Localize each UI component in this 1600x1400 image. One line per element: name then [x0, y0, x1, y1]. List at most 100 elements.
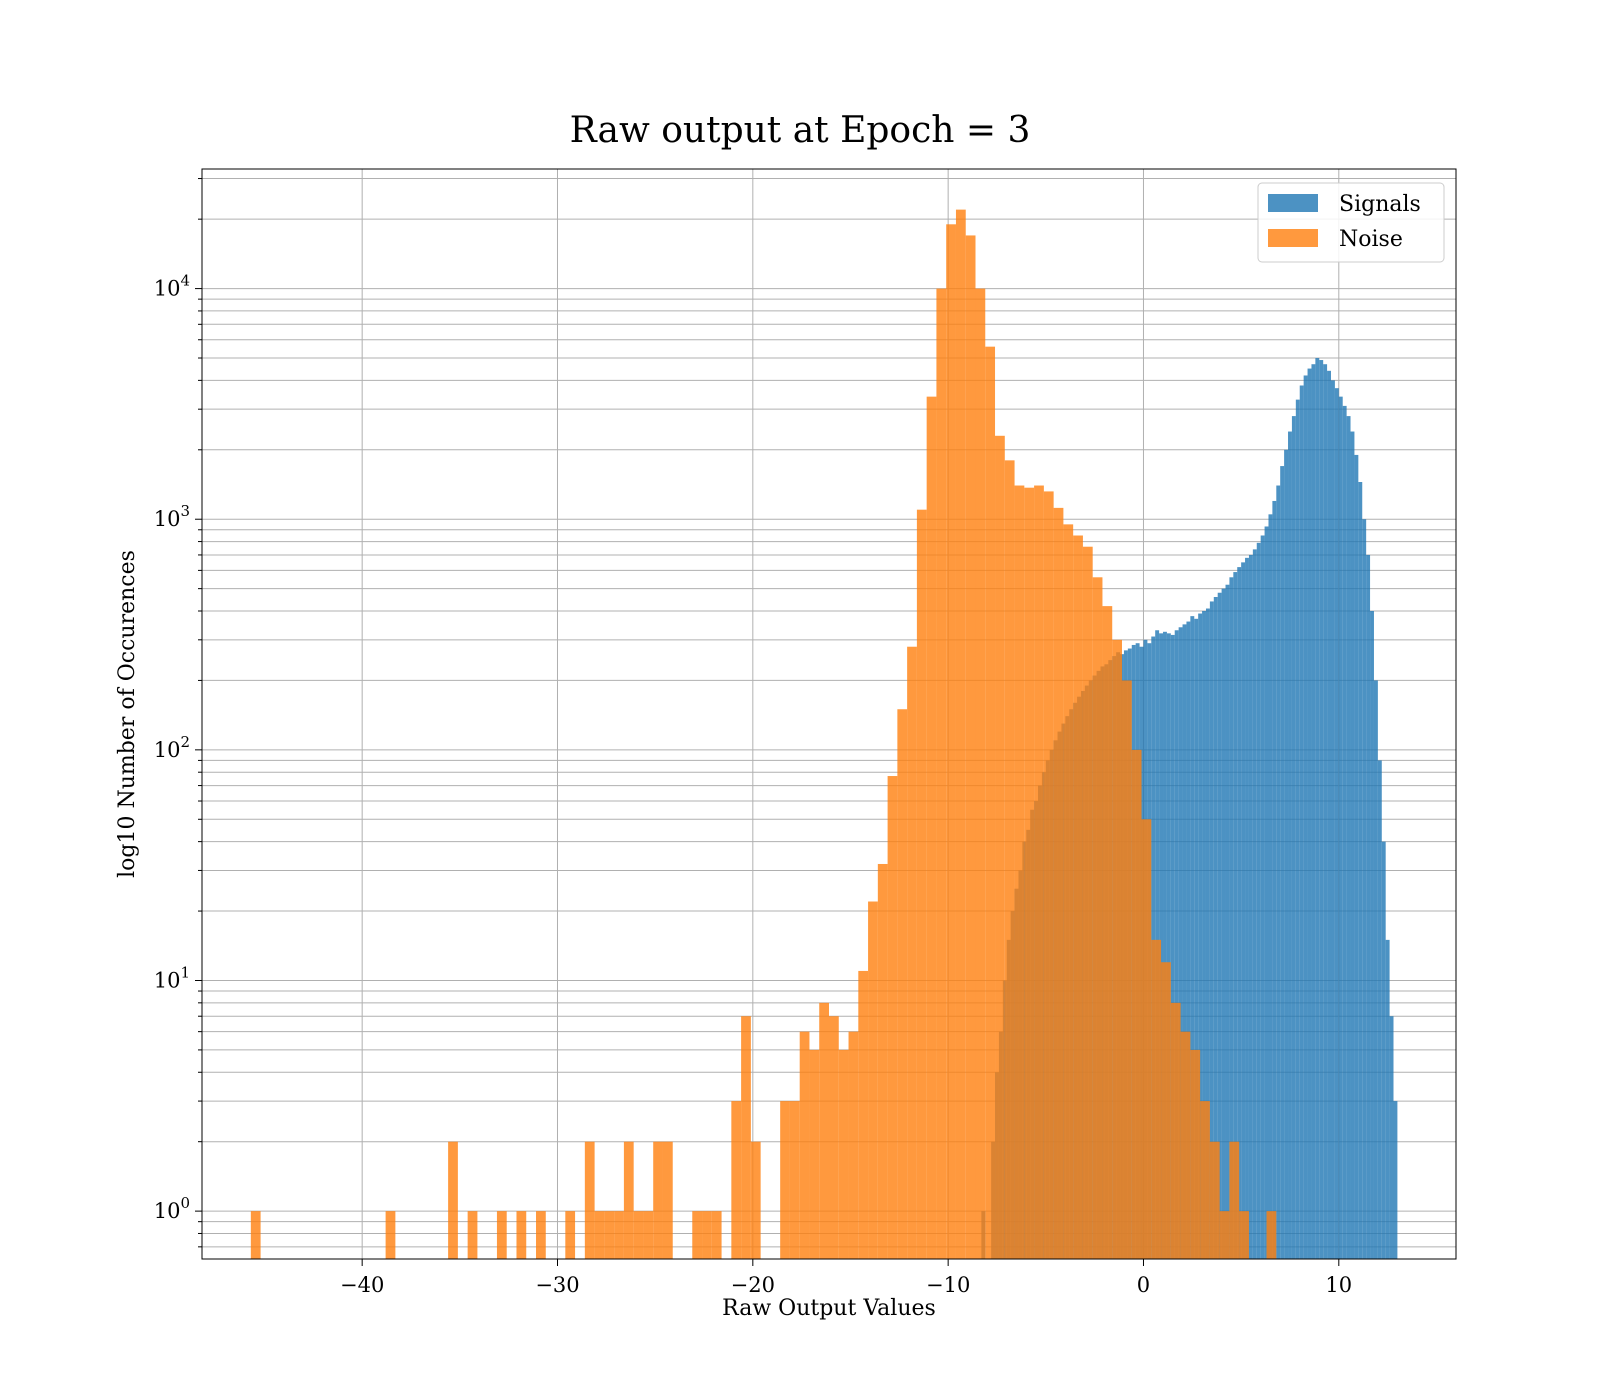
- legend-swatch-noise: [1268, 229, 1318, 247]
- bar-noise: [643, 1211, 654, 1259]
- bar-noise: [848, 1031, 859, 1259]
- bar-noise: [1229, 1141, 1240, 1259]
- y-axis-label: log10 Number of Occurences: [115, 550, 140, 878]
- bar-signals: [1393, 1101, 1398, 1259]
- x-tick-label: −30: [535, 1273, 579, 1297]
- bar-noise: [1170, 1002, 1181, 1259]
- bar-noise: [1063, 524, 1074, 1259]
- bar-signals: [1260, 535, 1265, 1259]
- bar-noise: [829, 1016, 839, 1259]
- bar-noise: [809, 1049, 820, 1259]
- bar-noise: [1141, 819, 1152, 1259]
- bar-noise: [692, 1211, 703, 1259]
- bar-noise: [858, 970, 869, 1259]
- bar-signals: [1237, 567, 1242, 1259]
- bar-noise: [385, 1211, 396, 1259]
- bar-noise: [877, 863, 888, 1259]
- bar-signals: [1284, 449, 1289, 1259]
- bar-signals: [1280, 466, 1285, 1259]
- bar-signals: [1311, 364, 1316, 1259]
- bar-signals: [1295, 399, 1300, 1259]
- bar-noise: [604, 1211, 615, 1259]
- x-tick-label: 0: [1137, 1273, 1150, 1297]
- bar-noise: [936, 288, 947, 1260]
- bar-noise: [594, 1211, 605, 1259]
- bar-signals: [1264, 526, 1269, 1259]
- bar-signals: [1252, 549, 1257, 1259]
- bar-noise: [623, 1141, 634, 1259]
- bar-signals: [1338, 396, 1343, 1259]
- bar-signals: [1381, 841, 1386, 1259]
- bar-signals: [1354, 454, 1359, 1260]
- bar-noise: [1073, 535, 1083, 1259]
- bar-signals: [1202, 610, 1206, 1259]
- bar-noise: [1200, 1101, 1210, 1259]
- bar-signals: [1342, 405, 1347, 1259]
- series-noise-bars: [250, 209, 1277, 1260]
- bar-signals: [1190, 616, 1195, 1259]
- bar-signals: [1233, 572, 1238, 1259]
- bar-noise: [702, 1211, 712, 1259]
- bar-noise: [887, 776, 898, 1259]
- bar-signals: [1221, 588, 1226, 1259]
- bar-noise: [1024, 487, 1035, 1259]
- bar-signals: [1299, 385, 1304, 1259]
- bar-signals: [1334, 388, 1339, 1259]
- bar-signals: [1323, 364, 1328, 1259]
- bar-noise: [789, 1101, 800, 1259]
- bar-noise: [1239, 1211, 1249, 1259]
- bar-noise: [868, 901, 878, 1259]
- bar-signals: [1217, 592, 1222, 1259]
- bar-noise: [897, 709, 908, 1259]
- bar-noise: [907, 646, 917, 1259]
- x-axis-ticks: −40 −30 −20 −10 0 10: [340, 1259, 1352, 1297]
- bar-noise: [633, 1211, 644, 1259]
- bar-noise: [1092, 577, 1103, 1259]
- bar-signals: [1307, 368, 1312, 1259]
- bar-signals: [1330, 380, 1335, 1259]
- bar-noise: [916, 509, 927, 1259]
- bar-signals: [1163, 631, 1167, 1259]
- bar-noise: [584, 1141, 595, 1259]
- bar-signals: [1248, 554, 1253, 1259]
- x-tick-label: −10: [926, 1273, 970, 1297]
- bar-noise: [1014, 485, 1025, 1259]
- bar-signals: [1229, 577, 1234, 1259]
- x-tick-label: −20: [731, 1273, 775, 1297]
- bar-noise: [1121, 680, 1132, 1259]
- plot-frame: [201, 168, 1457, 1260]
- bar-signals: [1370, 610, 1374, 1259]
- bar-noise: [496, 1211, 507, 1259]
- bar-signals: [1389, 1016, 1394, 1259]
- bar-signals: [1174, 630, 1179, 1259]
- bar-signals: [1350, 431, 1355, 1259]
- bar-noise: [614, 1211, 624, 1259]
- bar-noise: [741, 1016, 751, 1259]
- y-tick-label: 103: [154, 502, 190, 531]
- bar-signals: [1276, 485, 1281, 1259]
- bar-noise: [1004, 460, 1015, 1259]
- bar-noise: [1053, 507, 1064, 1260]
- bar-noise: [467, 1211, 478, 1259]
- legend-label-noise: Noise: [1339, 227, 1403, 252]
- bar-noise: [516, 1211, 527, 1259]
- bar-signals: [1288, 431, 1292, 1259]
- y-tick-label: 104: [154, 272, 190, 301]
- bar-noise: [1190, 1049, 1201, 1259]
- legend: Signals Noise: [1257, 182, 1445, 263]
- bar-signals: [1327, 370, 1331, 1259]
- bar-signals: [1225, 584, 1230, 1259]
- bar-noise: [799, 1031, 810, 1259]
- bar-noise: [995, 435, 1005, 1260]
- bar-signals: [1170, 634, 1175, 1259]
- bar-signals: [1303, 375, 1308, 1259]
- bar-signals: [1315, 358, 1320, 1259]
- bar-signals: [1346, 416, 1351, 1259]
- bar-noise: [1034, 485, 1044, 1259]
- bar-signals: [1198, 613, 1203, 1259]
- bar-signals: [1166, 633, 1171, 1259]
- bar-signals: [1241, 562, 1246, 1259]
- bar-noise: [250, 1211, 261, 1259]
- bar-noise: [1112, 639, 1122, 1259]
